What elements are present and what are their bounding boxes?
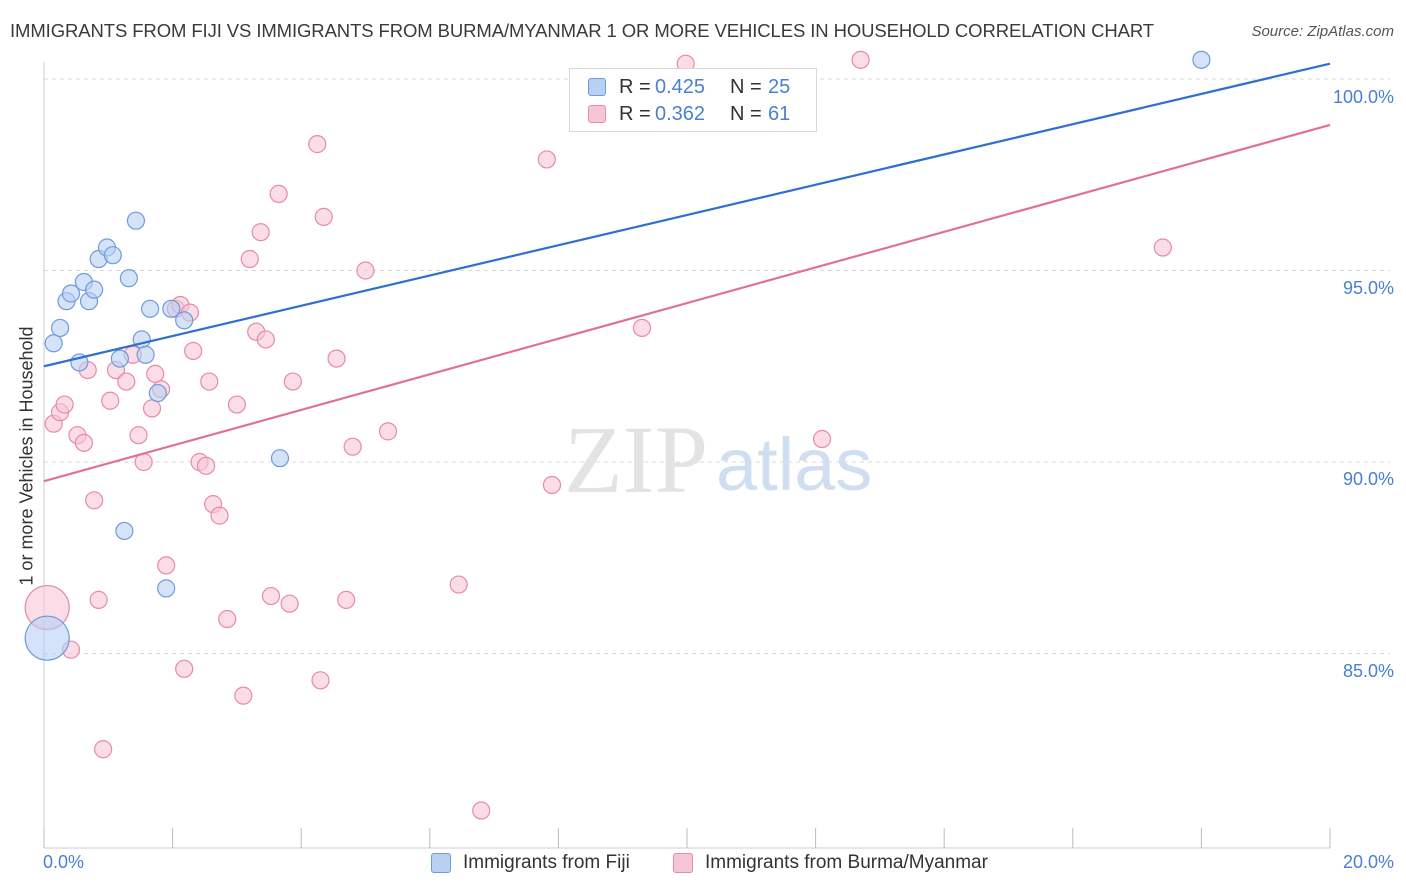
burma-point xyxy=(142,399,162,418)
burma-point xyxy=(218,609,237,629)
source-credit: Source: ZipAtlas.com xyxy=(1251,23,1394,40)
burma-point xyxy=(55,395,74,414)
fiji-point xyxy=(44,334,63,353)
fiji-swatch xyxy=(588,78,606,96)
burma-point xyxy=(337,590,356,609)
burma-point xyxy=(343,437,362,456)
burma-point xyxy=(117,372,136,391)
burma-point xyxy=(94,740,113,759)
n-value: 61 xyxy=(768,103,791,125)
burma-point xyxy=(1153,238,1172,257)
fiji-point xyxy=(119,269,138,288)
y-tick-label: 85.0% xyxy=(1342,661,1394,681)
fiji-point xyxy=(175,311,194,330)
burma-point xyxy=(472,801,491,820)
burma-point xyxy=(129,426,148,445)
y-axis-label: 1 or more Vehicles in Household xyxy=(16,326,37,586)
burma-point xyxy=(851,50,870,69)
burma-point xyxy=(157,556,176,575)
burma-point xyxy=(85,491,104,510)
x-tick-label: 20.0% xyxy=(1342,852,1394,872)
x-axis xyxy=(43,62,1331,849)
burma-point xyxy=(449,575,468,594)
burma-point xyxy=(200,372,219,391)
fiji-point xyxy=(103,246,122,265)
fiji-series-points xyxy=(24,50,1211,661)
y-tick-label: 95.0% xyxy=(1342,278,1394,298)
burma-swatch xyxy=(673,853,693,873)
y-tick-label: 90.0% xyxy=(1342,469,1394,489)
burma-point xyxy=(542,475,562,495)
r-value: 0.425 xyxy=(655,76,706,98)
fiji-point xyxy=(1192,50,1211,69)
burma-point xyxy=(74,433,93,452)
burma-point xyxy=(283,372,302,391)
fiji-point xyxy=(136,345,155,364)
burma-point xyxy=(256,330,275,349)
burma-point xyxy=(378,422,398,441)
watermark: ZIP atlas xyxy=(564,406,872,513)
fiji-trend-line xyxy=(43,62,1331,368)
burma-point xyxy=(812,429,832,449)
stats-legend: R = 0.425 N = 25 R = 0.362 N = 61 xyxy=(569,68,817,132)
fiji-point xyxy=(140,299,160,318)
burma-point xyxy=(210,506,229,525)
chart-title: IMMIGRANTS FROM FIJI VS IMMIGRANTS FROM … xyxy=(10,20,1154,41)
burma-point xyxy=(308,135,327,154)
r-label: R = xyxy=(619,76,651,98)
burma-swatch xyxy=(588,105,606,123)
x-tick-label: 0.0% xyxy=(43,852,85,872)
fiji-point xyxy=(110,349,129,368)
r-value: 0.362 xyxy=(655,103,706,125)
burma-point xyxy=(269,184,288,203)
fiji-point xyxy=(162,299,181,318)
fiji-point xyxy=(157,579,176,598)
fiji-swatch xyxy=(431,853,451,873)
fiji-point xyxy=(270,449,290,468)
fiji-point xyxy=(126,211,146,230)
legend-row-fiji: R = 0.425 N = 25 xyxy=(570,75,816,101)
n-label: N = xyxy=(730,76,762,98)
burma-point xyxy=(327,349,346,368)
y-tick-label: 100.0% xyxy=(1332,87,1394,107)
burma-point xyxy=(261,586,281,606)
burma-point xyxy=(632,318,652,338)
fiji-point xyxy=(61,284,81,303)
r-label: R = xyxy=(619,103,651,125)
n-label: N = xyxy=(730,103,762,125)
burma-trend-line xyxy=(43,123,1331,483)
burma-point xyxy=(251,223,270,242)
legend-label: Immigrants from Fiji xyxy=(463,852,630,873)
n-value: 25 xyxy=(768,76,791,98)
burma-point xyxy=(89,590,108,609)
burma-point xyxy=(356,261,375,280)
burma-point xyxy=(227,395,246,414)
burma-point xyxy=(537,150,556,169)
burma-point xyxy=(175,659,194,678)
fiji-point xyxy=(24,615,70,661)
fiji-point xyxy=(148,383,167,403)
fiji-point xyxy=(85,280,104,299)
burma-point xyxy=(234,686,253,705)
legend-row-burma: R = 0.362 N = 61 xyxy=(570,102,816,128)
burma-point xyxy=(184,341,203,361)
burma-point xyxy=(146,364,165,384)
burma-point xyxy=(311,671,330,690)
watermark-atlas: atlas xyxy=(716,423,872,506)
burma-point xyxy=(196,456,216,475)
burma-point xyxy=(280,594,299,613)
burma-point xyxy=(101,391,120,410)
fiji-point xyxy=(50,318,70,338)
burma-point xyxy=(314,207,333,226)
trend-lines xyxy=(43,62,1331,483)
fiji-point xyxy=(115,521,134,541)
legend-label: Immigrants from Burma/Myanmar xyxy=(705,852,988,873)
burma-point xyxy=(240,249,259,269)
watermark-zip: ZIP xyxy=(564,406,708,513)
